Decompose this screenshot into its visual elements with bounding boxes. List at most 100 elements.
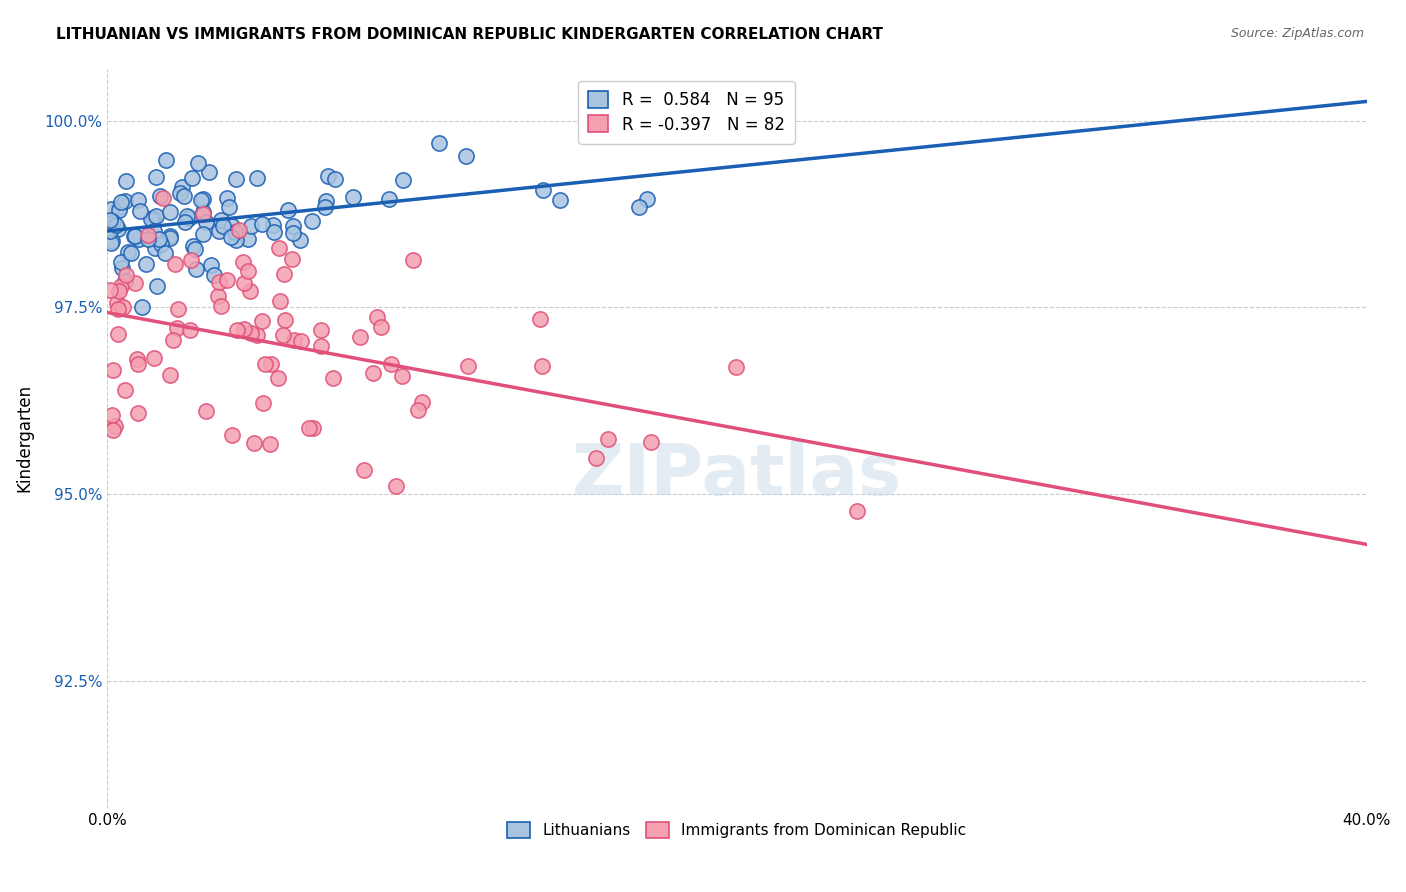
- Point: [250, 217, 273, 231]
- Point: [402, 253, 425, 268]
- Point: [117, 244, 139, 259]
- Point: [143, 241, 166, 255]
- Point: [321, 371, 343, 385]
- Point: [98, 220, 121, 235]
- Point: [283, 334, 305, 348]
- Point: [122, 229, 145, 244]
- Point: [173, 189, 195, 203]
- Point: [274, 313, 297, 327]
- Point: [288, 233, 311, 247]
- Point: [366, 310, 388, 325]
- Point: [349, 330, 371, 344]
- Point: [128, 232, 150, 246]
- Point: [385, 479, 408, 493]
- Point: [104, 219, 127, 233]
- Point: [124, 229, 146, 244]
- Point: [136, 227, 159, 242]
- Point: [370, 320, 392, 334]
- Point: [107, 200, 129, 214]
- Text: Source: ZipAtlas.com: Source: ZipAtlas.com: [1230, 27, 1364, 40]
- Y-axis label: Kindergarten: Kindergarten: [15, 384, 32, 492]
- Point: [269, 241, 291, 255]
- Point: [193, 204, 215, 219]
- Point: [166, 301, 188, 316]
- Point: [159, 205, 181, 219]
- Point: [596, 433, 619, 447]
- Point: [187, 156, 209, 170]
- Point: [173, 215, 195, 229]
- Point: [163, 256, 186, 270]
- Point: [316, 169, 339, 184]
- Point: [252, 396, 274, 410]
- Point: [202, 268, 225, 282]
- Point: [181, 239, 204, 253]
- Point: [101, 235, 124, 249]
- Point: [391, 368, 413, 383]
- Point: [135, 257, 157, 271]
- Legend: Lithuanians, Immigrants from Dominican Republic: Lithuanians, Immigrants from Dominican R…: [502, 816, 973, 845]
- Point: [228, 223, 250, 237]
- Point: [309, 339, 332, 353]
- Point: [281, 226, 304, 240]
- Point: [176, 209, 198, 223]
- Point: [323, 172, 346, 186]
- Point: [143, 351, 166, 365]
- Point: [145, 209, 167, 223]
- Point: [105, 296, 128, 310]
- Point: [208, 224, 231, 238]
- Point: [155, 246, 177, 260]
- Point: [628, 201, 651, 215]
- Point: [232, 255, 254, 269]
- Point: [242, 436, 264, 450]
- Point: [166, 320, 188, 334]
- Point: [457, 359, 479, 373]
- Point: [236, 232, 259, 246]
- Point: [149, 188, 172, 202]
- Point: [221, 428, 243, 442]
- Point: [225, 322, 247, 336]
- Point: [179, 211, 201, 225]
- Point: [108, 284, 131, 298]
- Point: [127, 358, 149, 372]
- Point: [240, 219, 263, 233]
- Point: [342, 189, 364, 203]
- Point: [159, 229, 181, 244]
- Point: [585, 450, 607, 465]
- Point: [179, 323, 201, 337]
- Point: [427, 136, 450, 150]
- Point: [114, 268, 136, 282]
- Point: [180, 252, 202, 267]
- Point: [169, 186, 191, 200]
- Point: [107, 222, 129, 236]
- Point: [142, 211, 165, 225]
- Point: [120, 246, 142, 260]
- Point: [101, 363, 124, 377]
- Point: [224, 225, 246, 239]
- Point: [411, 395, 433, 409]
- Point: [281, 219, 304, 234]
- Point: [114, 275, 136, 289]
- Point: [98, 224, 121, 238]
- Point: [184, 262, 207, 277]
- Point: [191, 192, 214, 206]
- Point: [239, 285, 262, 299]
- Point: [110, 279, 132, 293]
- Point: [232, 322, 254, 336]
- Point: [215, 191, 238, 205]
- Point: [290, 334, 312, 348]
- Point: [110, 255, 132, 269]
- Point: [152, 191, 174, 205]
- Point: [262, 219, 284, 233]
- Point: [193, 207, 215, 221]
- Point: [100, 202, 122, 216]
- Point: [846, 504, 869, 518]
- Point: [353, 463, 375, 477]
- Point: [277, 203, 299, 218]
- Point: [246, 170, 269, 185]
- Point: [269, 294, 291, 309]
- Text: ZIPatlas: ZIPatlas: [572, 441, 903, 509]
- Point: [159, 231, 181, 245]
- Point: [209, 299, 232, 313]
- Point: [110, 194, 132, 209]
- Point: [253, 358, 276, 372]
